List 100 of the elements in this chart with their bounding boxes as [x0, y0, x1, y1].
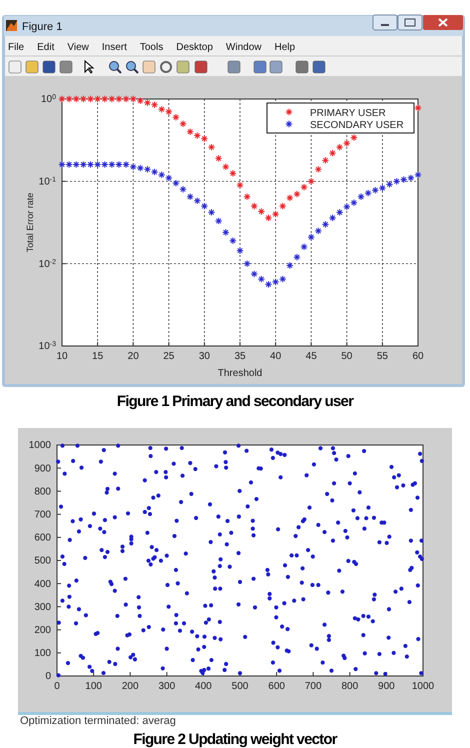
legend-label: PRIMARY USER: [310, 108, 386, 119]
caption: Figure 1: [22, 21, 62, 33]
point: [200, 202, 208, 210]
y-tick-label: 10$^{-1}$: [38, 176, 56, 188]
point: [214, 217, 222, 225]
point: [328, 214, 336, 222]
point: [179, 120, 187, 128]
text: View: [67, 42, 90, 53]
point: [328, 149, 336, 157]
point: [172, 114, 180, 121]
x-tick-label: 45: [306, 351, 318, 362]
x-tick-label: 10: [56, 351, 68, 362]
x-tick-label: 600: [268, 681, 286, 692]
point: [194, 197, 201, 205]
y-tick-label: 500: [34, 556, 52, 567]
y-tick-label: 600: [34, 532, 52, 544]
point: [308, 178, 315, 186]
point: [300, 183, 308, 191]
x-tick-label: 500: [232, 681, 249, 692]
point: [186, 128, 194, 136]
point: [165, 108, 172, 116]
x-tick-label: 1000: [412, 681, 435, 692]
x-axis-title: Threshold: [218, 368, 262, 379]
point: [414, 104, 422, 112]
y-tick-label: 900: [34, 463, 52, 474]
point: [144, 99, 152, 106]
point: [293, 253, 301, 261]
text: Window: [226, 42, 262, 53]
point: [350, 134, 358, 142]
point: [308, 233, 315, 241]
x-tick-label: 400: [195, 681, 212, 692]
point: [250, 270, 258, 278]
point: [300, 243, 308, 251]
x-tick-label: 40: [270, 351, 282, 362]
point: [229, 237, 237, 244]
point: [229, 170, 237, 178]
x-tick-label: 700: [304, 681, 322, 692]
y-tick-label: 1000: [28, 440, 52, 452]
point: [314, 166, 322, 173]
x-tick-label: 20: [128, 351, 140, 362]
text: Tools: [140, 42, 164, 53]
point: [136, 164, 144, 172]
x-tick-label: 15: [92, 351, 104, 362]
y-tick-label: 10$^{-2}$: [38, 258, 56, 270]
point: [258, 208, 266, 216]
point: [250, 202, 258, 210]
x-tick-label: 50: [341, 351, 353, 362]
text: File: [8, 42, 25, 53]
x-tick-label: 35: [234, 351, 246, 362]
x-tick-label: 55: [376, 351, 388, 362]
y-tick-label: 800: [34, 486, 52, 498]
y-axis-title: Total Error rate: [25, 192, 35, 252]
point: [286, 262, 294, 270]
y-tick-label: 100: [34, 648, 52, 660]
y-tick-label: 10$^{0}$: [40, 94, 56, 106]
x-tick-label: 900: [378, 681, 396, 692]
x-tick-label: 60: [412, 351, 424, 362]
point: [208, 208, 216, 216]
point: [222, 228, 230, 236]
point: [236, 181, 244, 189]
y-tick-label: 700: [34, 510, 52, 520]
y-tick-label: 200: [34, 625, 52, 636]
point: [243, 193, 251, 200]
point: [336, 208, 344, 216]
caption: Figure 2 Updating weight vector: [133, 731, 338, 748]
x-tick-label: 25: [163, 351, 175, 362]
point: [144, 166, 152, 173]
point: [322, 156, 330, 164]
point: [158, 171, 166, 179]
point: [194, 132, 201, 140]
point: [208, 143, 216, 151]
y-tick-label: 10$^{-3}$: [38, 340, 56, 352]
point: [186, 193, 194, 200]
point: [236, 246, 244, 254]
text: Insert: [102, 42, 128, 53]
text: Help: [274, 42, 296, 53]
point: [200, 134, 208, 142]
point: [222, 163, 230, 171]
point: [258, 275, 266, 283]
y-tick-label: 400: [34, 578, 52, 590]
x-tick-label: 200: [122, 681, 139, 692]
point: [150, 101, 158, 109]
point: [214, 154, 222, 162]
point: [136, 97, 144, 105]
point: [279, 202, 286, 210]
point: [158, 106, 166, 113]
point: [179, 186, 187, 194]
text: Desktop: [176, 42, 214, 53]
point: [150, 168, 158, 176]
y-tick-label: 300: [34, 602, 52, 613]
caption: Figure 1 Primary and secondary user: [116, 393, 354, 410]
x-tick-label: 300: [158, 681, 176, 692]
point: [314, 227, 322, 235]
point: [130, 163, 137, 171]
x-tick-label: 100: [85, 681, 102, 692]
point: [165, 174, 172, 182]
y-tick-label: 0: [45, 671, 52, 682]
point: [243, 260, 251, 268]
x-tick-label: 800: [341, 681, 359, 692]
text: Edit: [37, 42, 55, 53]
